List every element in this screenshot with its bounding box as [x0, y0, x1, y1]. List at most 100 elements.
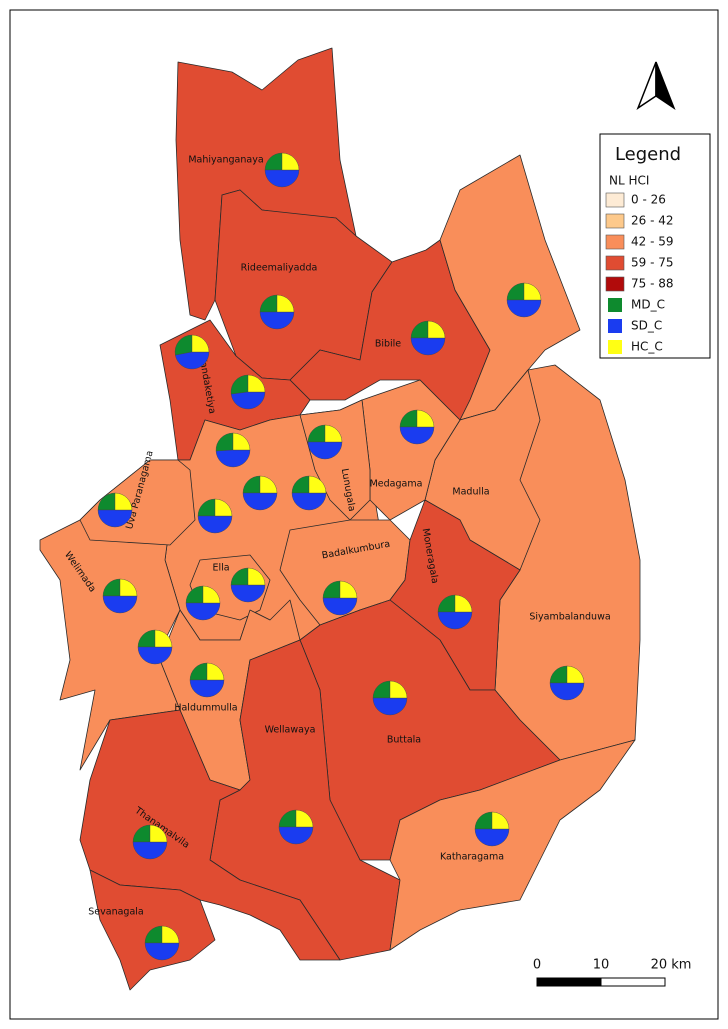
pie-wedge — [161, 925, 180, 944]
pie-wedge — [206, 662, 225, 681]
region-label: Madulla — [452, 487, 489, 498]
pie-wedge — [230, 391, 266, 410]
pie — [307, 424, 343, 460]
pie-wedge — [295, 809, 314, 828]
scale-label: 10 — [593, 958, 610, 973]
legend-swatch — [605, 234, 625, 250]
region-label: Medagama — [370, 479, 423, 490]
pie-wedge — [322, 597, 358, 616]
region-label: Ella — [212, 563, 229, 574]
pie-wedge — [214, 498, 233, 517]
pie — [230, 567, 266, 603]
legend-label: 0 - 26 — [631, 193, 666, 207]
legend-swatch — [605, 192, 625, 208]
pie-wedge — [566, 665, 585, 684]
pie-wedge — [215, 449, 251, 468]
pie-wedge — [506, 299, 542, 318]
pie-wedge — [259, 311, 295, 330]
pie — [97, 492, 133, 528]
pie — [174, 334, 210, 370]
pie — [264, 152, 300, 188]
pie-wedge — [324, 424, 343, 443]
legend-label: 42 - 59 — [631, 235, 674, 249]
pie-wedge — [215, 432, 234, 452]
pie-wedge — [137, 646, 173, 665]
region — [439, 154, 581, 421]
region-label: Bibile — [375, 339, 401, 350]
pie — [197, 498, 233, 534]
legend-items: 0 - 26 26 - 42 42 - 59 59 - 75 75 - 88 MD_C SD… — [605, 192, 674, 354]
pie-wedge — [454, 594, 473, 613]
pie-wedge — [97, 509, 133, 528]
pie-wedge — [259, 475, 278, 494]
legend-label: MD_C — [631, 298, 665, 312]
pie-wedge — [132, 841, 168, 860]
pie-wedge — [339, 580, 358, 599]
pie-wedge — [437, 611, 473, 630]
pie-wedge — [154, 629, 173, 648]
pie — [506, 282, 542, 318]
pie-wedge — [189, 679, 225, 698]
pie-wedge — [247, 567, 266, 586]
pie-wedge — [185, 602, 221, 621]
pie-wedge — [308, 475, 327, 494]
region-label: Rideemaliyadda — [241, 263, 318, 274]
pie — [132, 824, 168, 860]
scale-label: 0 — [533, 958, 541, 973]
pie — [189, 662, 225, 698]
pie-wedge — [278, 826, 314, 845]
legend: Legend NL HCI 0 - 26 26 - 42 42 - 59 59 - 7… — [599, 133, 711, 359]
pie-wedge — [291, 492, 327, 511]
pie-wedge — [427, 320, 446, 339]
legend-swatch — [608, 319, 622, 333]
region-label: Mahiyanganaya — [188, 155, 263, 166]
pie — [137, 629, 173, 665]
scale-segment — [600, 977, 666, 987]
pie-wedge — [372, 697, 408, 716]
pie-wedge — [102, 595, 138, 614]
legend-title: Legend — [615, 144, 681, 165]
pie — [474, 811, 510, 847]
pie-wedge — [230, 584, 266, 603]
legend-swatch — [605, 276, 625, 292]
region-label: Sevanagala — [88, 907, 143, 918]
pie — [291, 475, 327, 511]
pie-wedge — [232, 432, 251, 451]
pie-wedge — [197, 515, 233, 534]
region-label: Siyambalanduwa — [529, 612, 610, 623]
pie — [549, 665, 585, 701]
pie-wedge — [474, 828, 510, 847]
pie — [242, 475, 278, 511]
pie-wedge — [399, 426, 435, 445]
pie-wedge — [264, 169, 300, 188]
pie — [399, 409, 435, 445]
pie — [144, 925, 180, 961]
pie-wedge — [276, 294, 295, 313]
pie-wedge — [144, 942, 180, 961]
pie — [102, 578, 138, 614]
pie-wedge — [242, 492, 278, 511]
pie — [410, 320, 446, 356]
legend-swatch — [605, 213, 625, 229]
region-label: Buttala — [387, 735, 421, 746]
pie — [259, 294, 295, 330]
pie-wedge — [230, 374, 249, 395]
legend-label: 26 - 42 — [631, 214, 674, 228]
pie — [230, 374, 266, 410]
legend-swatch — [608, 298, 622, 312]
pie-wedge — [175, 351, 210, 370]
legend-label: 59 - 75 — [631, 256, 674, 270]
pie — [278, 809, 314, 845]
pie — [215, 432, 251, 468]
pie-wedge — [119, 578, 138, 597]
pie-wedge — [416, 409, 435, 428]
scale-bar: 0 10 20 km — [533, 958, 691, 987]
pie-wedge — [523, 282, 542, 301]
legend-label: SD_C — [631, 319, 662, 333]
pie-wedge — [247, 374, 266, 393]
pie-wedge — [191, 334, 210, 353]
pie-wedge — [281, 152, 300, 171]
pies — [97, 152, 585, 961]
legend-field: NL HCI — [609, 174, 649, 188]
north-arrow-right — [655, 61, 676, 110]
